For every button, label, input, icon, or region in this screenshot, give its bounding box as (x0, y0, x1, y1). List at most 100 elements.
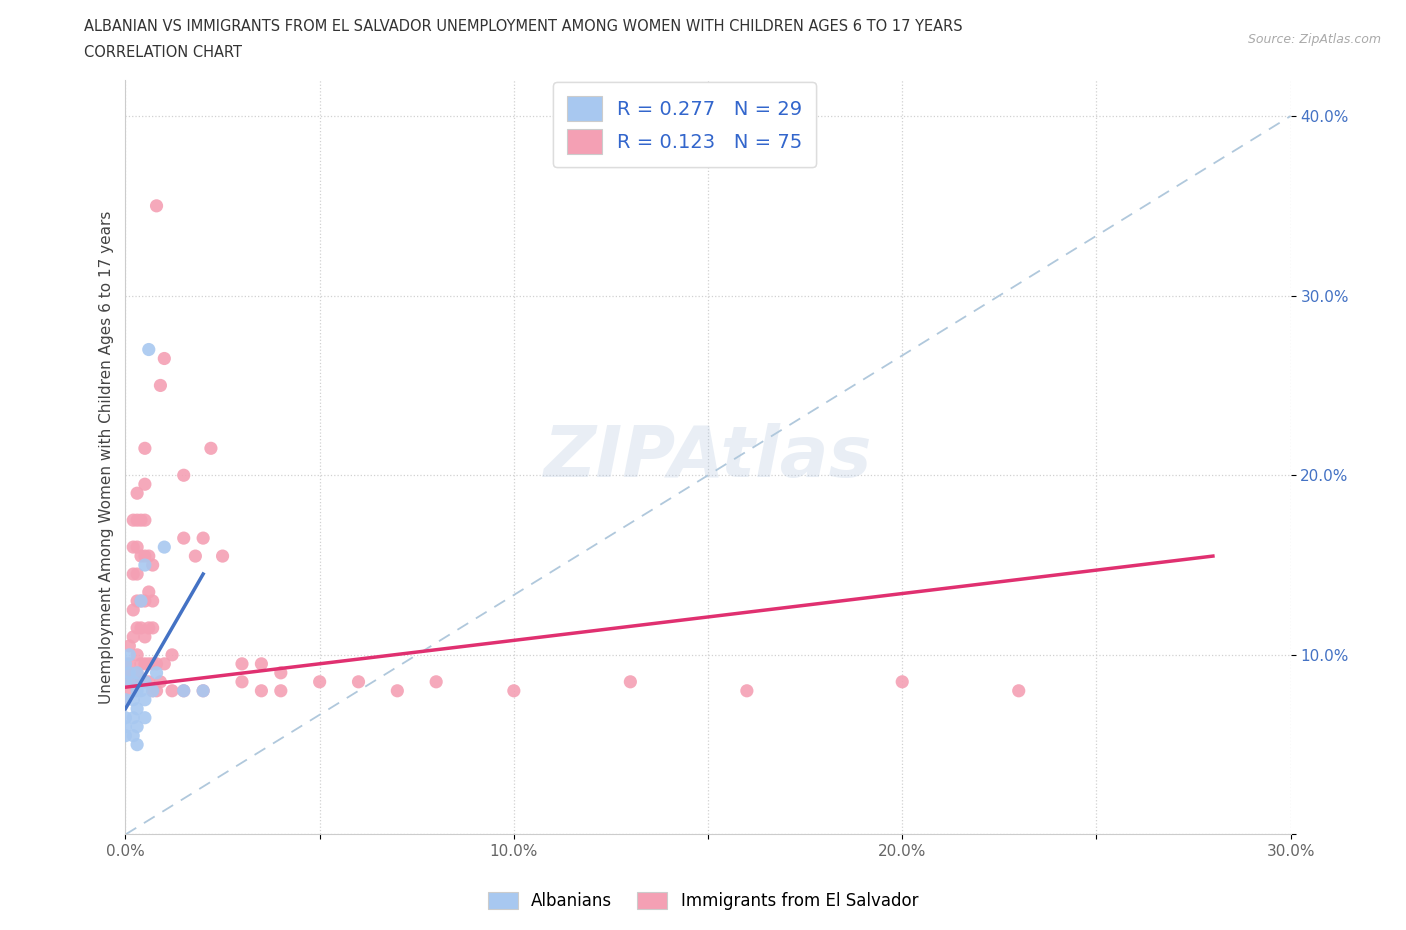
Point (118, 657, 141, 671)
Point (142, 620, 165, 635)
Point (138, 620, 160, 635)
Point (191, 684, 214, 698)
Y-axis label: Unemployment Among Women with Children Ages 6 to 17 years: Unemployment Among Women with Children A… (100, 210, 114, 704)
Point (231, 674, 253, 689)
Point (142, 657, 165, 671)
Point (387, 684, 409, 698)
Point (118, 647, 141, 662)
Point (347, 674, 370, 689)
Text: ZIPAtlas: ZIPAtlas (544, 423, 872, 492)
Point (270, 684, 292, 698)
Point (129, 674, 152, 689)
Point (127, 665, 149, 680)
Point (735, 684, 758, 698)
Point (118, 665, 141, 680)
Point (122, 674, 145, 689)
Point (114, 719, 136, 734)
Point (134, 630, 156, 644)
Point (114, 711, 136, 725)
Point (127, 647, 149, 662)
Point (134, 657, 156, 671)
Point (138, 657, 160, 671)
Point (173, 531, 195, 546)
Point (129, 593, 152, 608)
Point (250, 684, 273, 698)
Point (114, 692, 136, 707)
Point (308, 674, 330, 689)
Legend: Albanians, Immigrants from El Salvador: Albanians, Immigrants from El Salvador (481, 885, 925, 917)
Point (191, 684, 214, 698)
Point (173, 468, 195, 483)
Point (138, 549, 160, 564)
Point (149, 674, 172, 689)
Point (142, 684, 165, 698)
Point (114, 692, 136, 707)
Point (149, 378, 172, 392)
Point (153, 351, 176, 365)
Point (200, 441, 222, 456)
Point (118, 638, 141, 653)
Point (173, 684, 195, 698)
Point (122, 674, 145, 689)
Text: CORRELATION CHART: CORRELATION CHART (84, 45, 242, 60)
Point (129, 620, 152, 635)
Point (134, 674, 156, 689)
Point (160, 647, 183, 662)
Point (114, 674, 136, 689)
Point (114, 674, 136, 689)
Point (122, 512, 145, 527)
Point (191, 531, 214, 546)
Point (114, 657, 136, 671)
Point (127, 485, 149, 500)
Point (127, 737, 149, 752)
Point (145, 684, 167, 698)
Text: Source: ZipAtlas.com: Source: ZipAtlas.com (1247, 33, 1381, 46)
Point (134, 692, 156, 707)
Point (127, 665, 149, 680)
Point (127, 620, 149, 635)
Point (122, 692, 145, 707)
Point (138, 674, 160, 689)
Point (127, 593, 149, 608)
Point (122, 603, 145, 618)
Text: ALBANIAN VS IMMIGRANTS FROM EL SALVADOR UNEMPLOYMENT AMONG WOMEN WITH CHILDREN A: ALBANIAN VS IMMIGRANTS FROM EL SALVADOR … (84, 19, 963, 33)
Point (153, 657, 176, 671)
Point (425, 674, 447, 689)
Point (145, 657, 167, 671)
Point (122, 711, 145, 725)
Point (1008, 684, 1031, 698)
Point (129, 593, 152, 608)
Point (619, 674, 641, 689)
Point (142, 558, 165, 573)
Point (211, 549, 233, 564)
Point (145, 665, 167, 680)
Point (127, 512, 149, 527)
Point (134, 711, 156, 725)
Point (153, 539, 176, 554)
Point (114, 665, 136, 680)
Point (134, 674, 156, 689)
Point (231, 657, 253, 671)
Point (138, 585, 160, 600)
Point (127, 701, 149, 716)
Point (270, 665, 292, 680)
Point (127, 684, 149, 698)
Point (114, 728, 136, 743)
Point (129, 512, 152, 527)
Point (129, 684, 152, 698)
Point (129, 549, 152, 564)
Point (173, 684, 195, 698)
Point (134, 558, 156, 573)
Point (127, 539, 149, 554)
Point (142, 684, 165, 698)
Point (122, 539, 145, 554)
Point (184, 549, 207, 564)
Point (127, 719, 149, 734)
Point (250, 657, 273, 671)
Point (145, 198, 167, 213)
Point (118, 684, 141, 698)
Legend: R = 0.277   N = 29, R = 0.123   N = 75: R = 0.277 N = 29, R = 0.123 N = 75 (553, 82, 817, 167)
Point (502, 684, 524, 698)
Point (134, 593, 156, 608)
Point (134, 512, 156, 527)
